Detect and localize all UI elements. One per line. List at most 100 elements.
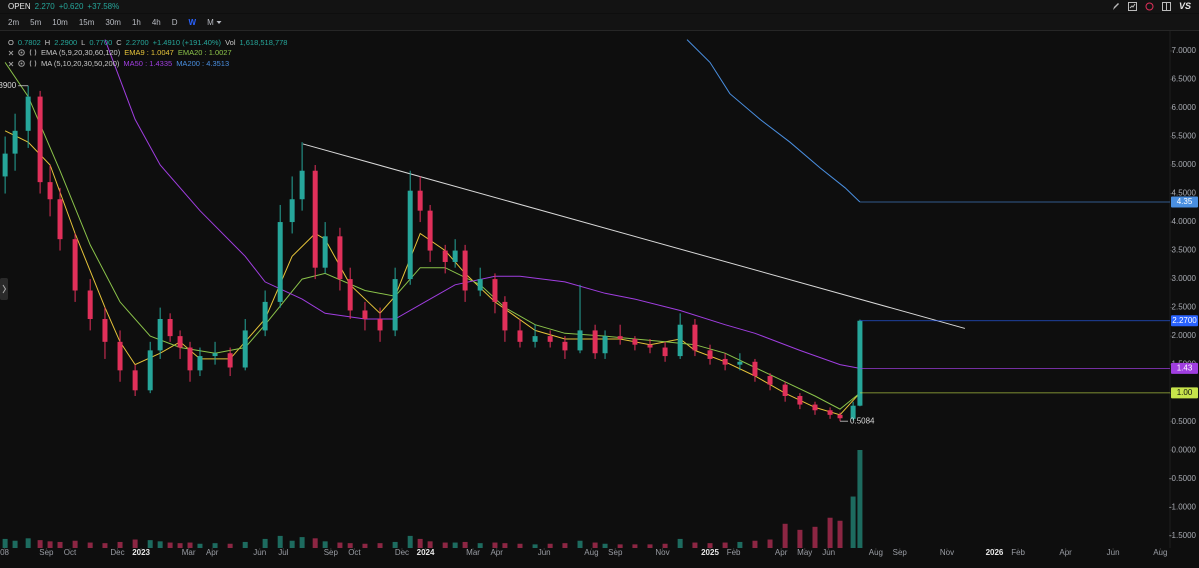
- ohlc-value: 2.2700: [125, 38, 149, 47]
- x-tick-label: Oct: [348, 548, 361, 557]
- x-tick-label: Aug: [1153, 548, 1167, 557]
- x-tick-label: Aug: [869, 548, 883, 557]
- collapse-tab[interactable]: [0, 278, 8, 300]
- x-tick-label: Feb: [1011, 548, 1025, 557]
- volume-bar: [547, 543, 553, 548]
- price-label: 4.35: [1177, 197, 1193, 206]
- x-tick-label: 2024: [417, 548, 435, 557]
- timeframe-button[interactable]: M: [207, 18, 222, 27]
- x-tick-label: Feb: [727, 548, 741, 557]
- candle-body: [212, 353, 218, 357]
- chart-icon[interactable]: [1127, 1, 1137, 11]
- candle-body: [347, 279, 353, 311]
- x-tick-label: Sep: [324, 548, 339, 557]
- ohlc-key: O: [8, 38, 14, 47]
- timeframe-button[interactable]: 2m: [8, 17, 20, 27]
- candle-body: [677, 324, 683, 357]
- candle-body: [57, 199, 63, 240]
- candle-body: [242, 330, 248, 368]
- layout-icon[interactable]: [1161, 1, 1171, 11]
- timeframe-button[interactable]: W: [188, 17, 197, 27]
- candle-body: [227, 353, 233, 368]
- ma-value: MA200 : 4.3513: [176, 59, 230, 68]
- volume-bar: [647, 544, 653, 548]
- candle-body: [767, 376, 773, 385]
- ema-legend: EMA (5,9,20,30,60,120) EMA9 : 1.0047 EMA2…: [8, 48, 232, 57]
- close-icon[interactable]: [8, 50, 14, 56]
- candle-body: [177, 336, 183, 348]
- x-tick-label: 2025: [701, 548, 719, 557]
- volume-bar: [707, 543, 713, 548]
- candle-body: [277, 222, 283, 302]
- timeframe-button[interactable]: D: [171, 17, 178, 27]
- candle-body: [167, 319, 173, 337]
- vol-key: Vol: [225, 38, 236, 47]
- settings-icon[interactable]: [29, 60, 37, 67]
- volume-bar: [502, 543, 508, 548]
- volume-bar: [562, 543, 568, 548]
- timeframe-button[interactable]: 5m: [30, 17, 42, 27]
- eye-icon[interactable]: [18, 60, 25, 67]
- ohlc-legend: O 0.7802 H 2.2900 L 0.7700 C 2.2700 +1.4910 (+19…: [8, 38, 287, 47]
- x-tick-label: Jul: [278, 548, 288, 557]
- volume-bar: [532, 544, 538, 548]
- ma-name: MA (5,10,20,30,50,200): [41, 59, 120, 68]
- settings-icon[interactable]: [29, 49, 37, 56]
- candle-body: [197, 356, 203, 371]
- x-tick-label: Apr: [490, 548, 503, 557]
- candle-body: [547, 336, 553, 342]
- volume-bar: [617, 544, 623, 548]
- candle-body: [157, 319, 163, 351]
- price-label: 1.00: [1177, 388, 1193, 397]
- volume-bar: [102, 543, 108, 548]
- volume-bar: [117, 541, 123, 548]
- y-tick-label: 4.0000: [1172, 217, 1197, 226]
- timeframe-button[interactable]: 15m: [78, 17, 95, 27]
- candle-body: [532, 336, 538, 342]
- pen-icon[interactable]: [1112, 2, 1120, 11]
- alert-icon[interactable]: [1145, 2, 1154, 11]
- volume-bar: [427, 541, 433, 548]
- volume-bar: [857, 450, 863, 548]
- close-icon[interactable]: [8, 61, 14, 67]
- ohlc-value: 0.7700: [89, 38, 113, 47]
- timeframe-button[interactable]: 1h: [131, 17, 141, 27]
- volume-bar: [57, 541, 63, 548]
- volume-bar: [767, 539, 773, 548]
- ohlc-key: C: [116, 38, 122, 47]
- volume-bar: [837, 520, 843, 548]
- price-label-box: [1171, 362, 1198, 374]
- eye-icon[interactable]: [18, 49, 25, 56]
- dropdown-arrow[interactable]: [216, 20, 222, 25]
- y-tick-label: -1.0000: [1169, 502, 1197, 511]
- x-tick-label: Apr: [1059, 548, 1072, 557]
- volume-bar: [677, 538, 683, 548]
- price-label: 2.2700: [1172, 316, 1197, 325]
- timeframe-button[interactable]: 30m: [105, 17, 121, 27]
- candle-body: [25, 96, 31, 131]
- volume-bar: [797, 529, 803, 548]
- candle-body: [262, 301, 268, 331]
- candle-body: [102, 319, 108, 342]
- x-tick-label: May: [797, 548, 812, 557]
- timeframe-button[interactable]: 10m: [52, 17, 68, 27]
- candle-body: [407, 190, 413, 280]
- volume-bar: [197, 543, 203, 548]
- candle-body: [452, 250, 458, 262]
- price-label: 1.43: [1177, 364, 1193, 373]
- candle-body: [592, 330, 598, 354]
- volume-bar: [417, 538, 423, 548]
- volume-bar: [722, 542, 728, 548]
- x-tick-label: 2026: [986, 548, 1004, 557]
- timeframe-button[interactable]: 4h: [151, 17, 161, 27]
- candle-body: [707, 350, 713, 359]
- candle-body: [117, 341, 123, 371]
- change: +0.620: [58, 2, 84, 11]
- ma-legend: MA (5,10,20,30,50,200) MA50 : 1.4335 MA20…: [8, 59, 229, 68]
- x-tick-label: Sep: [608, 548, 623, 557]
- candle-body: [417, 190, 423, 211]
- volume-bar: [277, 535, 283, 548]
- volume-bar: [87, 542, 93, 548]
- candle-body: [37, 96, 43, 183]
- y-tick-label: 0.0000: [1172, 445, 1197, 454]
